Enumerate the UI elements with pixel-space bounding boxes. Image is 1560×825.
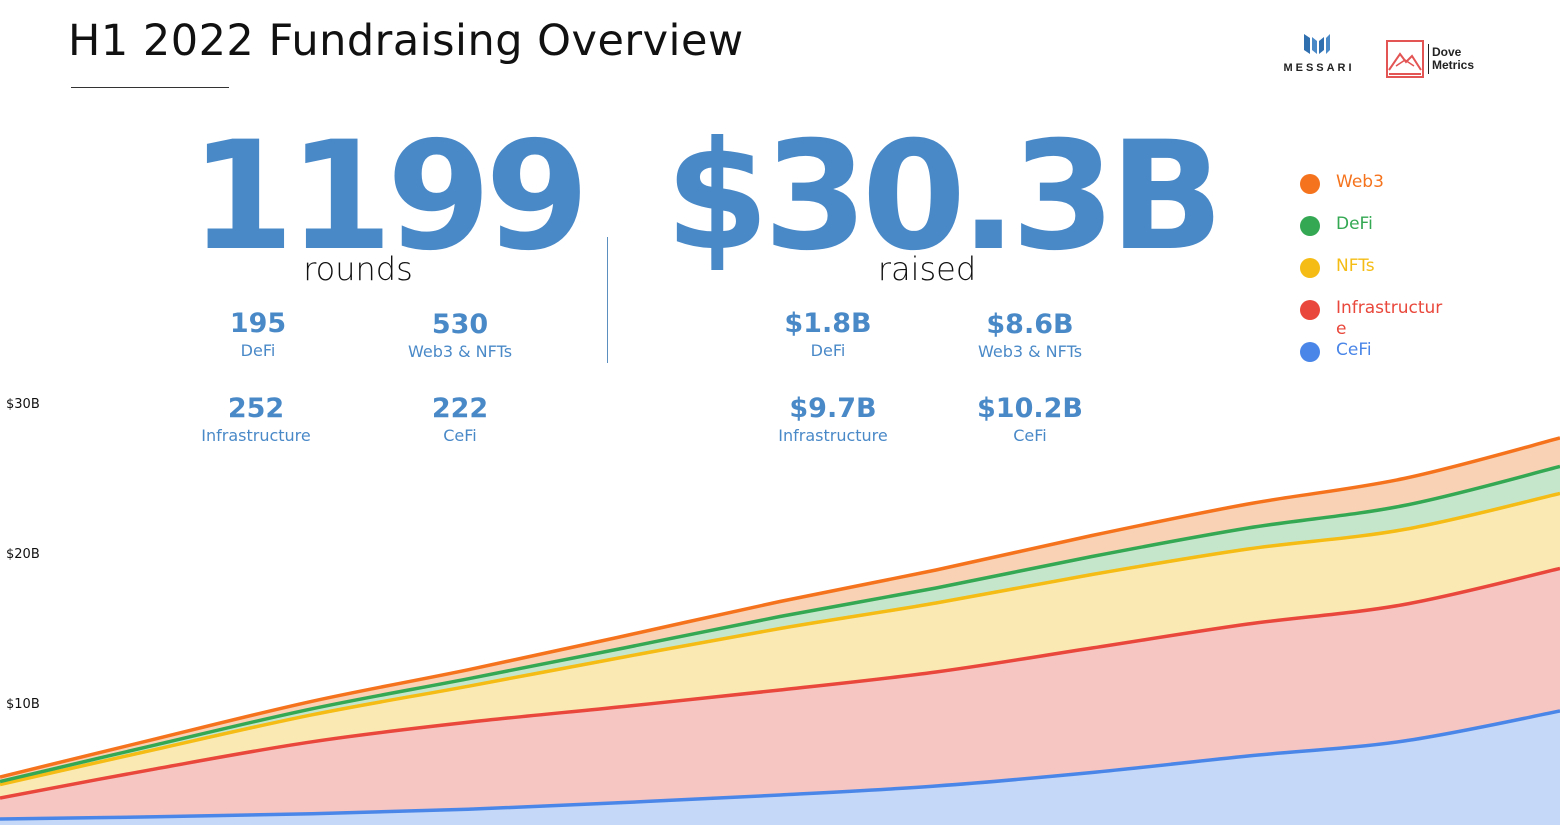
dove-metrics-wordmark: Dove Metrics: [1432, 45, 1475, 72]
messari-wordmark: MESSARI: [1283, 62, 1355, 74]
legend-label: DeFi: [1336, 214, 1373, 234]
legend-swatch: [1300, 342, 1320, 362]
legend-swatch: [1300, 300, 1320, 320]
dove-metrics-mark-icon: [1386, 40, 1424, 78]
legend-swatch: [1300, 216, 1320, 236]
messari-logo: MESSARI: [1274, 32, 1364, 77]
messari-mark-icon: [1304, 34, 1330, 54]
rounds-stat-defi: 195 DeFi: [178, 308, 338, 362]
raised-stat-infrastructure: $9.7B Infrastructure: [753, 393, 913, 447]
rounds-stat-label: Infrastructure: [201, 426, 311, 445]
rounds-stat-value: 530: [431, 309, 489, 340]
series-line-defi: [0, 464, 1560, 784]
area-web3: [0, 438, 1560, 782]
series-line-web3: [0, 436, 1560, 779]
rounds-stat-value: 195: [229, 308, 287, 339]
raised-stat-label: Infrastructure: [778, 426, 888, 445]
rounds-stat-web3-nfts: 530 Web3 & NFTs: [380, 309, 540, 363]
y-tick-label: $20B: [6, 547, 40, 562]
rounds-stat-label: CeFi: [443, 426, 477, 445]
title-underline: [71, 87, 229, 88]
total-rounds-label: rounds: [303, 250, 413, 288]
legend-swatch: [1300, 258, 1320, 278]
legend-label: NFTs: [1336, 256, 1375, 276]
rounds-stat-infrastructure: 252 Infrastructure: [176, 393, 336, 447]
raised-stat-label: DeFi: [810, 341, 846, 360]
series-line-nfts: [0, 491, 1560, 787]
summary-divider: [607, 237, 608, 363]
total-raised-label: raised: [877, 250, 977, 288]
page-title: H1 2022 Fundraising Overview: [68, 16, 744, 66]
rounds-stat-value: 252: [227, 393, 285, 424]
dove-metrics-logo: Dove Metrics: [1386, 40, 1486, 80]
total-raised-value: $30.3B: [665, 110, 1224, 284]
y-tick-label: $10B: [6, 697, 40, 712]
dove-metrics-separator: [1428, 44, 1429, 74]
rounds-stat-value: 222: [431, 393, 489, 424]
raised-stat-web3-nfts: $8.6B Web3 & NFTs: [950, 309, 1110, 363]
rounds-stat-cefi: 222 CeFi: [380, 393, 540, 447]
total-rounds-value: 1199: [190, 110, 589, 284]
raised-stat-value: $8.6B: [986, 309, 1074, 340]
y-tick-label: $30B: [6, 397, 40, 412]
series-line-cefi: [0, 709, 1560, 821]
rounds-stat-label: DeFi: [240, 341, 276, 360]
legend-label: Infrastructure: [1336, 298, 1443, 339]
raised-stat-value: $9.7B: [789, 393, 877, 424]
raised-stat-value: $1.8B: [784, 308, 872, 339]
legend-swatch: [1300, 174, 1320, 194]
chart-line-layer: [0, 436, 1560, 821]
raised-stat-defi: $1.8B DeFi: [748, 308, 908, 362]
raised-stat-label: CeFi: [1013, 426, 1047, 445]
chart-area-layer: [0, 438, 1560, 825]
area-infrastructure: [0, 568, 1560, 819]
raised-stat-label: Web3 & NFTs: [977, 342, 1083, 361]
legend-label: Web3: [1336, 172, 1384, 192]
raised-stat-cefi: $10.2B CeFi: [950, 393, 1110, 447]
legend-label: CeFi: [1336, 340, 1372, 360]
area-defi: [0, 466, 1560, 785]
rounds-stat-label: Web3 & NFTs: [407, 342, 513, 361]
series-line-infrastructure: [0, 566, 1560, 800]
area-nfts: [0, 493, 1560, 798]
area-cefi: [0, 711, 1560, 825]
raised-stat-value: $10.2B: [977, 393, 1083, 424]
